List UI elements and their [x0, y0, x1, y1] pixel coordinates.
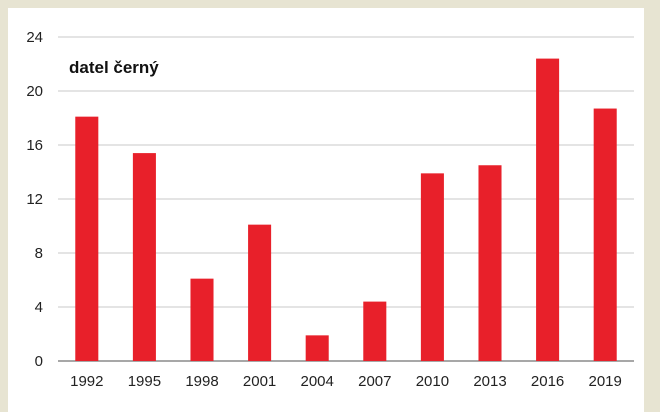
bar-2016: [536, 58, 560, 361]
x-tick-label: 2004: [301, 373, 334, 390]
y-tick-label: 4: [35, 299, 43, 316]
bar-2019: [593, 108, 617, 361]
chart-title: datel černý: [69, 58, 159, 77]
y-tick-label: 20: [26, 83, 43, 100]
y-tick-label: 8: [35, 245, 43, 262]
x-tick-label: 2013: [473, 373, 506, 390]
bar-2007: [363, 301, 387, 361]
bar-2001: [248, 224, 272, 361]
x-tick-label: 2019: [589, 373, 622, 390]
bars: [75, 58, 617, 362]
x-tick-label: 1995: [128, 373, 161, 390]
x-tick-label: 2010: [416, 373, 449, 390]
chart-frame: 0 4 8 12 16 20 24 1992 1995 1998 2001 2004 2007 2010…: [8, 8, 644, 412]
x-tick-label: 2007: [358, 373, 391, 390]
bar-2013: [478, 165, 502, 361]
y-tick-label: 24: [26, 29, 43, 46]
bar-2004: [305, 335, 329, 361]
bar-1992: [75, 116, 99, 362]
bar-1995: [132, 153, 156, 361]
x-tick-label: 2001: [243, 373, 276, 390]
y-axis-ticks: 0 4 8 12 16 20 24: [26, 29, 43, 370]
bar-1998: [190, 278, 214, 361]
x-tick-label: 1998: [185, 373, 218, 390]
y-tick-label: 0: [35, 353, 43, 370]
y-tick-label: 16: [26, 137, 43, 154]
bar-2010: [420, 173, 444, 361]
x-axis-ticks: 1992 1995 1998 2001 2004 2007 2010 2013 2016 2019: [70, 373, 622, 390]
bar-chart: 0 4 8 12 16 20 24 1992 1995 1998 2001 2004 2007 2010…: [26, 29, 634, 390]
y-tick-label: 12: [26, 191, 43, 208]
x-tick-label: 2016: [531, 373, 564, 390]
x-tick-label: 1992: [70, 373, 103, 390]
